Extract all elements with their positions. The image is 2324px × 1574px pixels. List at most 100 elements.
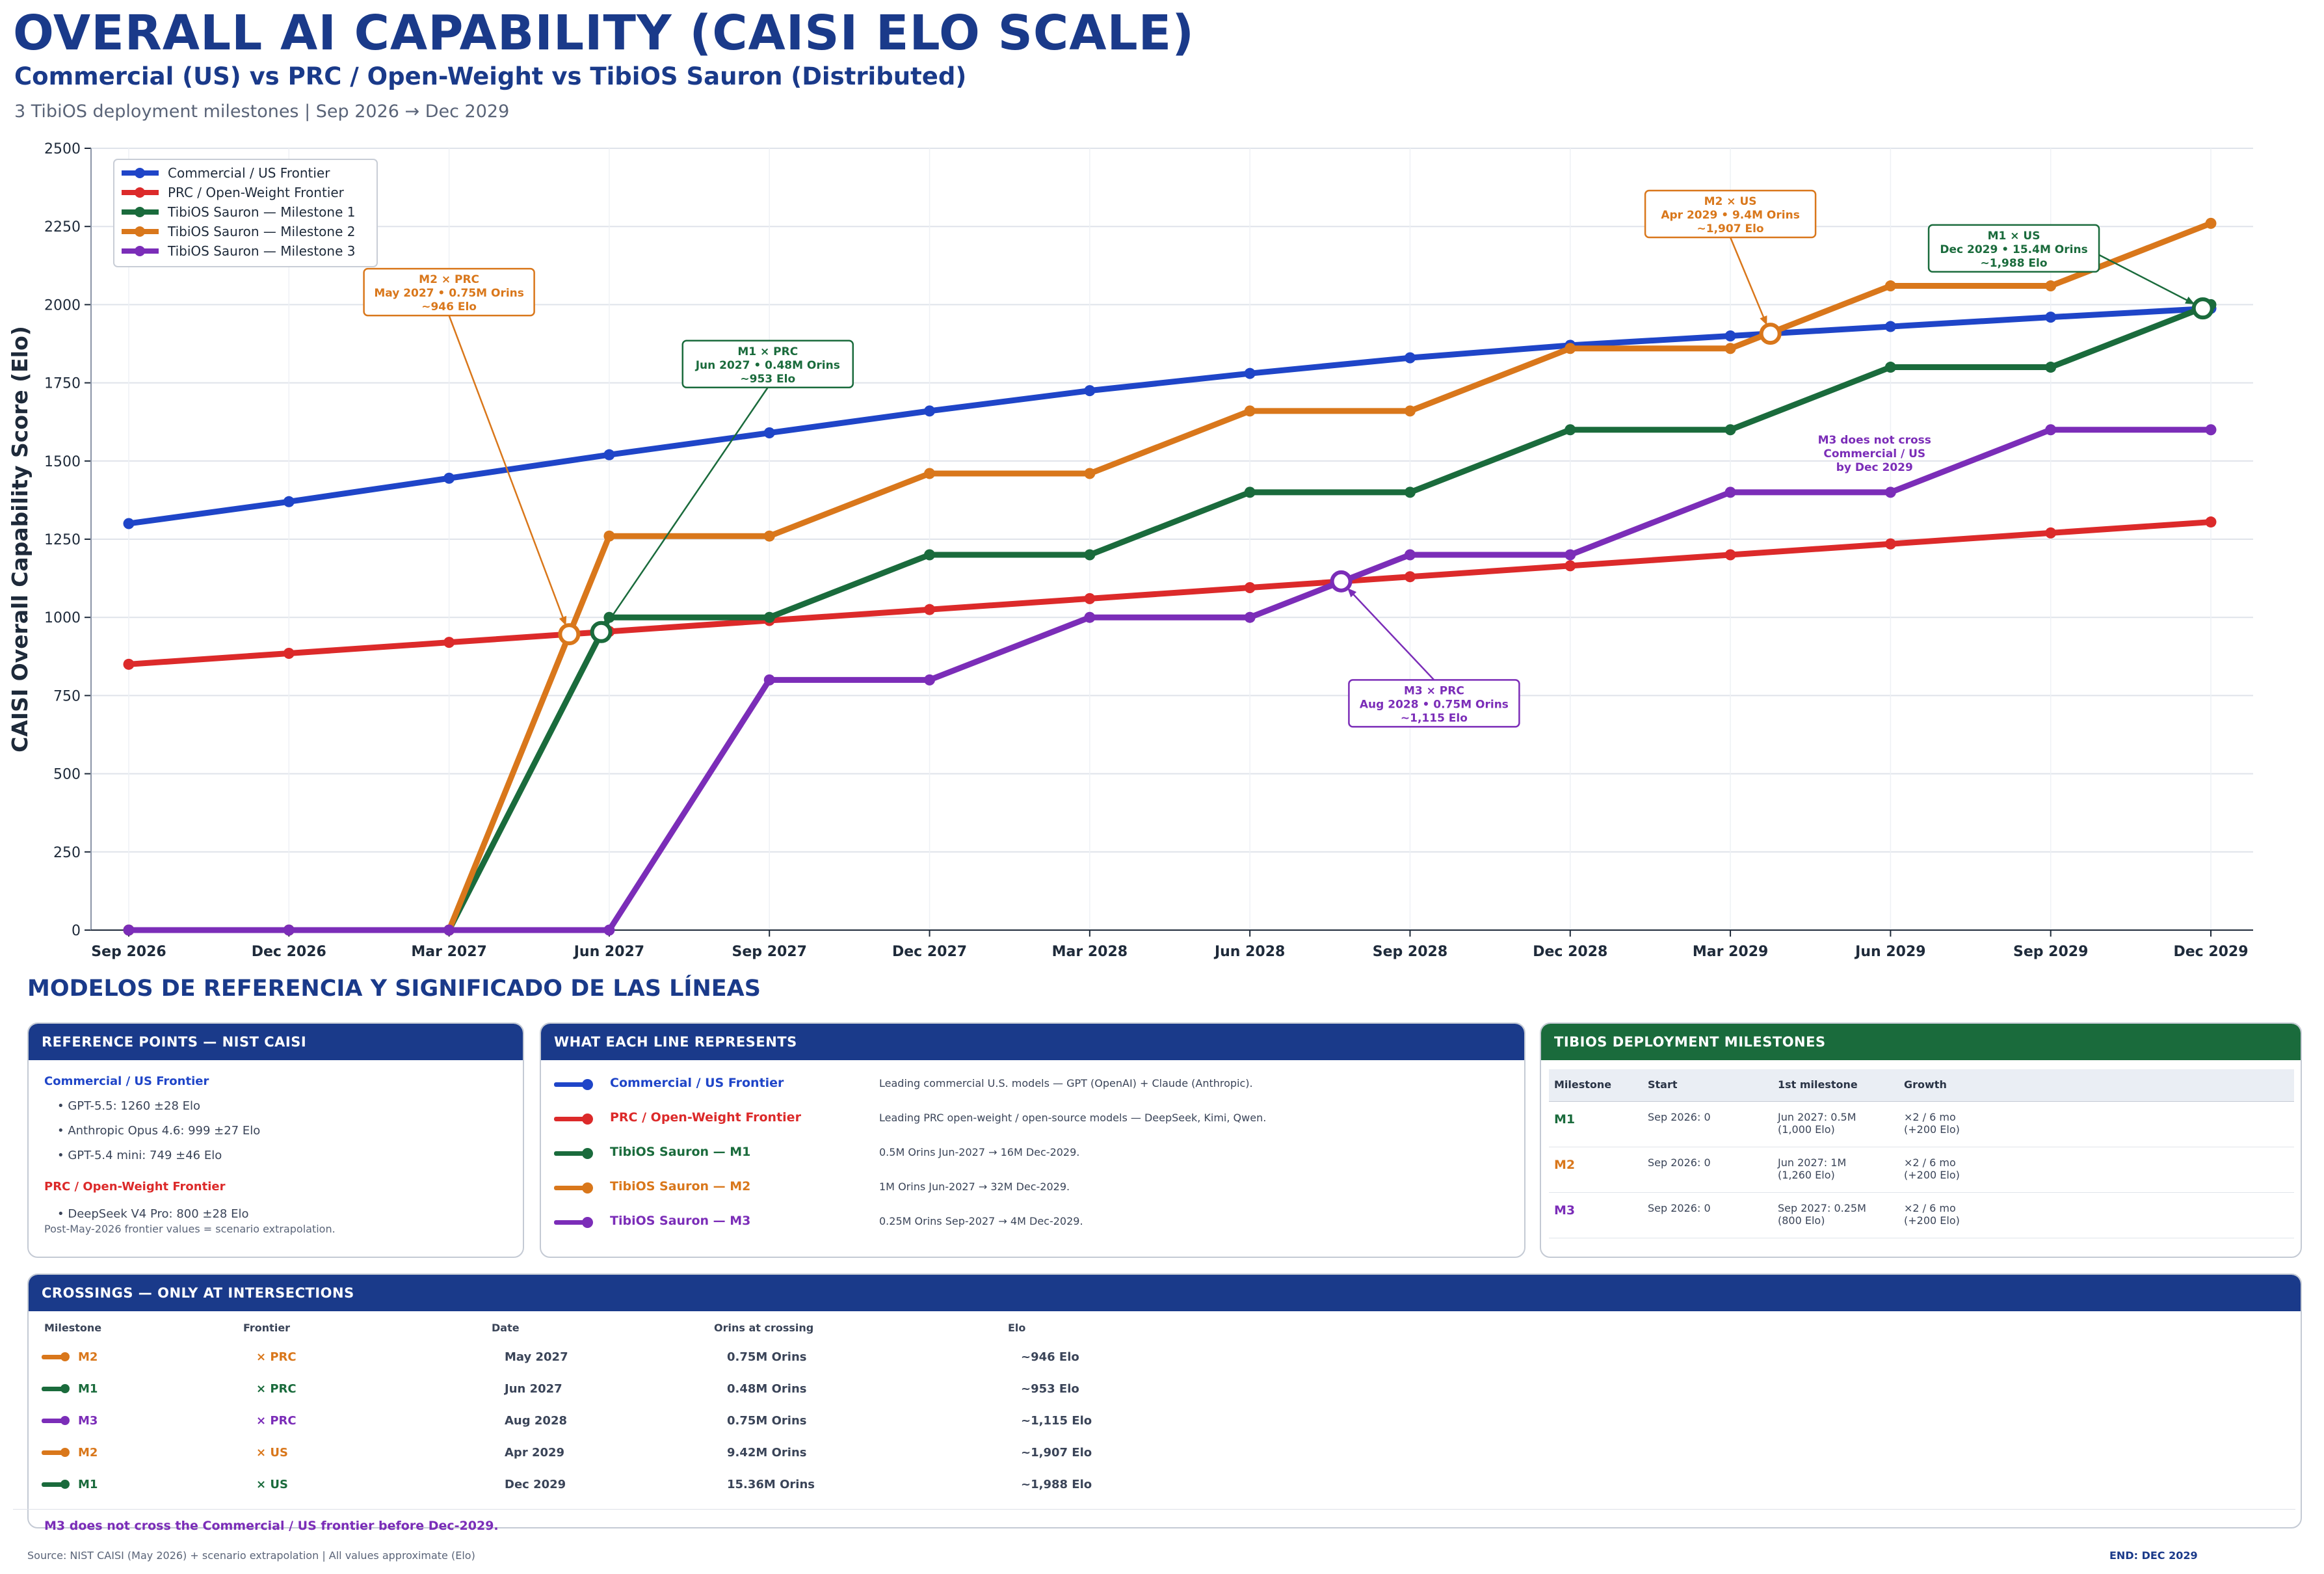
data-point: [1724, 330, 1736, 341]
legend-label: Commercial / US Frontier: [168, 165, 330, 181]
crossings-panel: CROSSINGS — ONLY AT INTERSECTIONS Milest…: [27, 1274, 2302, 1528]
milestones-note: 3 TibiOS deployment milestones | Sep 202…: [14, 101, 510, 122]
reference-heading: MODELOS DE REFERENCIA Y SIGNIFICADO DE L…: [27, 976, 761, 1002]
crossing-milestone: M1: [78, 1478, 98, 1491]
crossing-marker: [558, 623, 581, 646]
crossing-frontier: × US: [256, 1478, 288, 1491]
data-point: [1084, 549, 1096, 561]
crossing-swatch: [42, 1352, 70, 1361]
crossings-header: CROSSINGS — ONLY AT INTERSECTIONS: [29, 1275, 2301, 1311]
data-point: [924, 674, 936, 686]
x-tick-label: Mar 2027: [411, 944, 486, 960]
data-point: [2205, 217, 2217, 229]
line-meaning-row: TibiOS Sauron — M3 0.25M Orins Sep-2027 →…: [554, 1212, 1503, 1232]
capability-line-chart: 0 250 500 750 1000 1250 1500 1750 2000 2250 2500 Se…: [7, 141, 2253, 960]
data-point: [1884, 321, 1896, 332]
data-point: [2045, 312, 2057, 323]
x-tick-label: Dec 2029: [2173, 944, 2248, 960]
milestone-growth: ×2 / 6 mo: [1904, 1111, 1956, 1123]
x-tick-label: Sep 2029: [2013, 944, 2088, 960]
data-point: [1565, 560, 1576, 572]
crossing-elo: ~946 Elo: [1021, 1350, 1079, 1364]
data-point: [1565, 343, 1576, 354]
crossings-divider: [13, 1509, 2295, 1510]
data-point: [1404, 405, 1416, 417]
milestone-first: Jun 2027: 1M: [1778, 1156, 1847, 1169]
annotation-arrowhead: [1347, 588, 1357, 598]
data-point: [123, 658, 135, 670]
milestone-growth: ×2 / 6 mo: [1904, 1202, 1956, 1214]
data-point: [1244, 487, 1256, 498]
y-tick-label: 2000: [44, 297, 81, 313]
legend-marker: [135, 187, 145, 198]
line-meaning-row: TibiOS Sauron — M1 0.5M Orins Jun-2027 → …: [554, 1143, 1503, 1163]
page-subtitle: Commercial (US) vs PRC / Open-Weight vs …: [14, 62, 967, 90]
crossing-orins: 0.48M Orins: [727, 1382, 807, 1396]
milestone-row: M1 Sep 2026: 0 Jun 2027: 0.5M (1,000 Elo) ×2…: [1549, 1102, 2294, 1147]
milestone-start: Sep 2026: 0: [1648, 1156, 1711, 1169]
y-tick-label: 2500: [44, 141, 81, 157]
legend-box: [113, 159, 378, 267]
line-meaning-row: PRC / Open-Weight Frontier Leading PRC op…: [554, 1109, 1503, 1128]
column-header: Date: [492, 1322, 520, 1334]
column-header: Frontier: [243, 1322, 291, 1334]
crossing-orins: 15.36M Orins: [727, 1478, 815, 1491]
series-line-4: [125, 220, 2214, 933]
data-point: [1565, 424, 1576, 436]
crossing-orins: 0.75M Orins: [727, 1350, 807, 1364]
data-point: [1884, 538, 1896, 550]
data-point: [924, 405, 936, 417]
annotation-text: Apr 2029 • 9.4M Orins: [1661, 209, 1799, 222]
line-swatch: [554, 1182, 593, 1194]
annotation-text: Aug 2028 • 0.75M Orins: [1360, 698, 1509, 711]
y-tick-label: 1750: [44, 376, 81, 392]
annotation-arrowhead: [606, 615, 615, 625]
x-tick-label: Mar 2028: [1052, 944, 1128, 960]
reference-note: Post-May-2026 frontier values = scenario…: [44, 1223, 336, 1235]
column-header: Orins at crossing: [714, 1322, 814, 1334]
line-name: TibiOS Sauron — M1: [610, 1145, 751, 1159]
milestone-growth-elo: (+200 Elo): [1904, 1123, 1960, 1136]
milestone-first-elo: (1,260 Elo): [1778, 1169, 1835, 1181]
data-point: [1244, 582, 1256, 594]
crossing-marker: [590, 620, 613, 643]
data-point: [1244, 405, 1256, 417]
series-line-1: [125, 305, 2214, 527]
crossing-elo: ~953 Elo: [1021, 1382, 1079, 1396]
crossing-orins: 0.75M Orins: [727, 1414, 807, 1428]
crossing-date: May 2027: [505, 1350, 568, 1364]
data-point: [1244, 367, 1256, 379]
page-title: OVERALL AI CAPABILITY (CAISI ELO SCALE): [13, 5, 1195, 61]
data-point: [1084, 593, 1096, 604]
data-point: [1724, 549, 1736, 561]
x-tick-label: Sep 2028: [1373, 944, 1447, 960]
y-tick-label: 750: [53, 688, 81, 704]
reference-item: • DeepSeek V4 Pro: 800 ±28 Elo: [57, 1207, 249, 1221]
data-point: [1884, 362, 1896, 373]
crossings-table-header: Milestone Frontier Date Orins at crossin…: [44, 1322, 2255, 1337]
chart-note: Commercial / US: [1823, 447, 1925, 460]
series-line-5: [125, 427, 2214, 933]
crossing-swatch: [42, 1384, 70, 1393]
line-swatch: [554, 1217, 593, 1228]
x-tick-label: Sep 2026: [91, 944, 166, 960]
annotation-text: ~946 Elo: [421, 300, 477, 313]
data-point: [123, 924, 135, 936]
milestone-start: Sep 2026: 0: [1648, 1202, 1711, 1214]
column-header: 1st milestone: [1778, 1078, 1858, 1091]
data-point: [1084, 611, 1096, 623]
chart-note: M3 does not cross: [1818, 434, 1931, 447]
annotation-text: M2 × PRC: [419, 273, 479, 286]
annotation-box: [681, 340, 854, 389]
column-header: Start: [1648, 1078, 1678, 1091]
annotation-arrow: [1347, 587, 1435, 681]
milestone-first-elo: (1,000 Elo): [1778, 1123, 1835, 1136]
data-point: [1565, 549, 1576, 561]
annotation-text: M3 × PRC: [1404, 684, 1464, 697]
legend-label: TibiOS Sauron — Milestone 2: [167, 224, 355, 239]
annotation-box: [1348, 679, 1520, 728]
milestone-growth: ×2 / 6 mo: [1904, 1156, 1956, 1169]
line-name: TibiOS Sauron — M3: [610, 1214, 751, 1228]
crossing-row: M2 × PRC May 2027 0.75M Orins ~946 Elo: [42, 1348, 2301, 1367]
